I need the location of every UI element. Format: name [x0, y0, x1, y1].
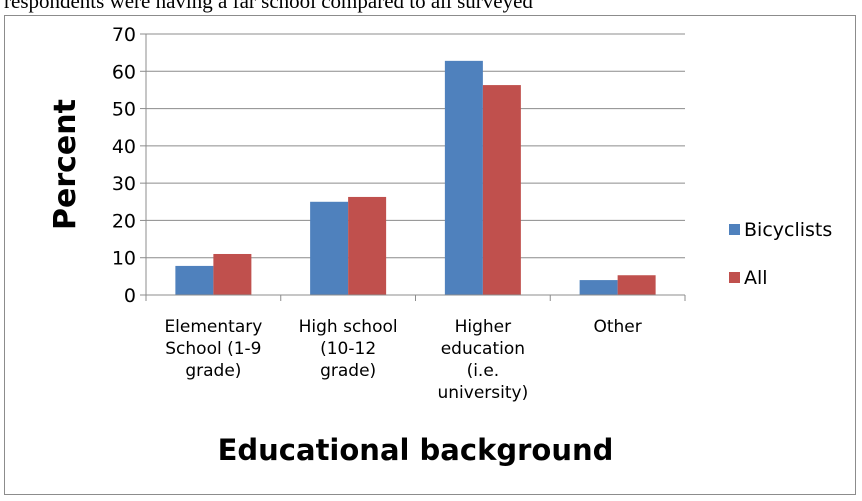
- y-tick-label: 0: [124, 285, 136, 307]
- legend-swatch-bicyclists: [729, 224, 740, 235]
- x-category-label-line: education: [441, 339, 525, 359]
- y-tick-label: 40: [112, 136, 136, 158]
- bar-bicyclists-0: [175, 265, 214, 295]
- y-tick-label: 30: [112, 173, 136, 195]
- y-tick-labels: 0 10 20 30 40 50 60 70: [112, 24, 136, 307]
- x-category-label-line: (10-12: [320, 339, 376, 359]
- legend-label-bicyclists: Bicyclists: [744, 219, 832, 241]
- x-axis-title: Educational background: [218, 433, 614, 467]
- x-category-labels: Elementary School (1-9 grade)High school (1…: [164, 317, 641, 403]
- axes: [140, 33, 686, 301]
- x-category-label: Other: [593, 317, 641, 337]
- figure-caption: respondents were having a far school com…: [4, 0, 533, 13]
- y-tick-label: 60: [112, 61, 136, 83]
- bar-bicyclists-2: [444, 60, 483, 295]
- x-category-label: Elementary School (1-9 grade): [164, 317, 262, 381]
- y-tick-label: 10: [112, 248, 136, 270]
- x-category-label-line: Other: [593, 317, 641, 337]
- x-category-label: High school (10-12 grade): [299, 317, 398, 381]
- x-category-label: Higher education (i.e. university): [438, 317, 529, 403]
- bar-bicyclists-1: [310, 201, 349, 295]
- bar-all-2: [482, 85, 521, 296]
- y-tick-label: 70: [112, 24, 136, 46]
- bar-bicyclists-3: [579, 280, 618, 295]
- x-category-label-line: grade): [185, 361, 241, 381]
- x-category-label-line: Higher: [455, 317, 512, 337]
- x-category-label-line: grade): [320, 361, 376, 381]
- y-tick-label: 50: [112, 99, 136, 121]
- gridlines: [146, 33, 685, 259]
- x-category-label-line: School (1-9: [165, 339, 261, 359]
- bars: [175, 60, 656, 296]
- y-axis-title: Percent: [48, 99, 83, 230]
- x-category-label-line: (i.e.: [467, 361, 500, 381]
- x-category-label-line: Elementary: [164, 317, 262, 337]
- x-category-label-line: High school: [299, 317, 398, 337]
- x-category-label-line: university): [438, 383, 529, 403]
- bar-all-1: [348, 196, 387, 295]
- bar-all-0: [213, 253, 252, 295]
- y-tick-label: 20: [112, 210, 136, 232]
- legend-label-all: All: [744, 267, 768, 289]
- legend-swatch-all: [729, 272, 740, 283]
- legend: Bicyclists All: [729, 219, 832, 289]
- bar-all-3: [617, 275, 656, 295]
